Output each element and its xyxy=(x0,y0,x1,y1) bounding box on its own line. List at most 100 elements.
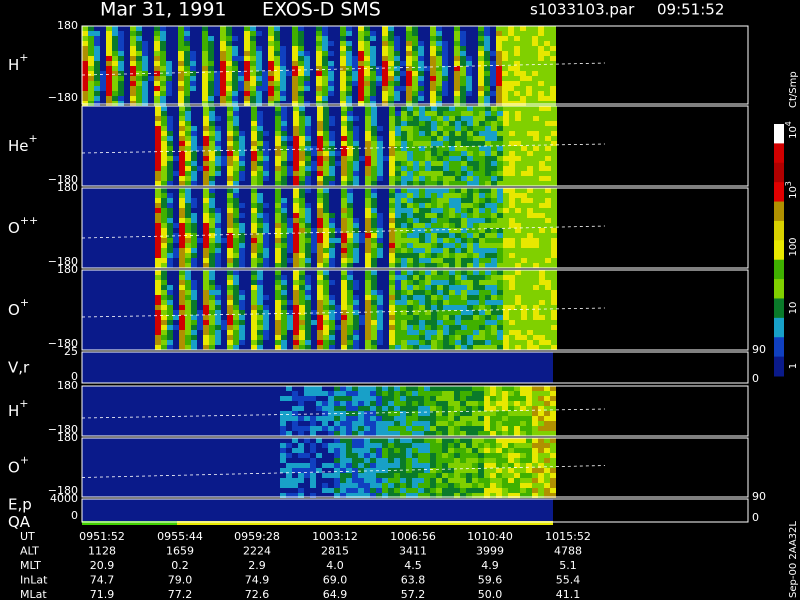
cell xyxy=(341,136,347,141)
cell xyxy=(341,325,347,330)
cell xyxy=(233,345,239,350)
cell xyxy=(406,36,412,41)
cell xyxy=(329,146,335,151)
cell xyxy=(412,416,418,421)
cell xyxy=(310,448,316,453)
cell xyxy=(251,198,257,203)
cell xyxy=(358,81,364,86)
cell xyxy=(305,156,311,161)
cell xyxy=(502,463,508,468)
cell xyxy=(509,228,515,233)
cell xyxy=(419,203,425,208)
cell xyxy=(484,86,490,91)
cell xyxy=(136,66,142,71)
cell xyxy=(425,253,431,258)
cell xyxy=(515,263,521,268)
cell xyxy=(496,401,502,406)
cell xyxy=(347,228,353,233)
cell xyxy=(539,136,545,141)
cell xyxy=(130,31,136,36)
cell xyxy=(155,258,161,263)
cell xyxy=(454,66,460,71)
cell xyxy=(544,81,550,86)
cell xyxy=(455,325,461,330)
cell-value: 1010:40 xyxy=(467,530,513,543)
cell xyxy=(520,76,526,81)
cell xyxy=(473,171,479,176)
cell xyxy=(526,463,532,468)
cell xyxy=(539,121,545,126)
cell xyxy=(322,36,328,41)
cell xyxy=(490,478,496,483)
cell xyxy=(118,91,124,96)
cell xyxy=(376,386,382,391)
cell xyxy=(413,156,419,161)
cell xyxy=(497,295,503,300)
cell xyxy=(155,325,161,330)
cell xyxy=(185,188,191,193)
cell xyxy=(502,431,508,436)
cell xyxy=(538,61,544,66)
cell xyxy=(467,243,473,248)
cell-value: 79.0 xyxy=(168,574,193,587)
cell xyxy=(244,56,250,61)
cell xyxy=(299,208,305,213)
cell xyxy=(394,421,400,426)
cell xyxy=(442,401,448,406)
cell xyxy=(371,136,377,141)
cell xyxy=(178,71,184,76)
cell xyxy=(257,270,263,275)
cell xyxy=(275,146,281,151)
cell xyxy=(436,391,442,396)
cell xyxy=(347,131,353,136)
cell xyxy=(305,263,311,268)
cell xyxy=(280,493,286,498)
cell xyxy=(257,315,263,320)
panel-frame xyxy=(81,25,749,105)
cell xyxy=(82,96,88,101)
cell xyxy=(280,396,286,401)
cell xyxy=(485,243,491,248)
cell xyxy=(491,146,497,151)
cell xyxy=(233,233,239,238)
cell xyxy=(155,340,161,345)
cell xyxy=(455,253,461,258)
cell xyxy=(509,305,515,310)
cell xyxy=(539,315,545,320)
cell xyxy=(155,176,161,181)
cell xyxy=(287,146,293,151)
cell xyxy=(371,315,377,320)
cell xyxy=(509,176,515,181)
cell xyxy=(178,81,184,86)
cell xyxy=(407,263,413,268)
cell xyxy=(443,198,449,203)
cell xyxy=(340,56,346,61)
cell xyxy=(185,228,191,233)
cell xyxy=(190,51,196,56)
cell xyxy=(442,81,448,86)
cell xyxy=(263,213,269,218)
cell xyxy=(527,243,533,248)
cell xyxy=(388,26,394,31)
cell xyxy=(275,258,281,263)
cell xyxy=(317,280,323,285)
cell xyxy=(449,213,455,218)
cell xyxy=(407,111,413,116)
cell xyxy=(346,71,352,76)
cell xyxy=(545,203,551,208)
cell xyxy=(323,300,329,305)
cell xyxy=(365,315,371,320)
cell xyxy=(520,438,526,443)
cell xyxy=(250,71,256,76)
cell xyxy=(371,305,377,310)
cell xyxy=(341,330,347,335)
cell xyxy=(395,171,401,176)
cell xyxy=(508,493,514,498)
cell xyxy=(401,345,407,350)
cell xyxy=(208,51,214,56)
cell xyxy=(431,126,437,131)
cell xyxy=(496,406,502,411)
cell xyxy=(491,295,497,300)
cell xyxy=(221,156,227,161)
cell xyxy=(508,453,514,458)
